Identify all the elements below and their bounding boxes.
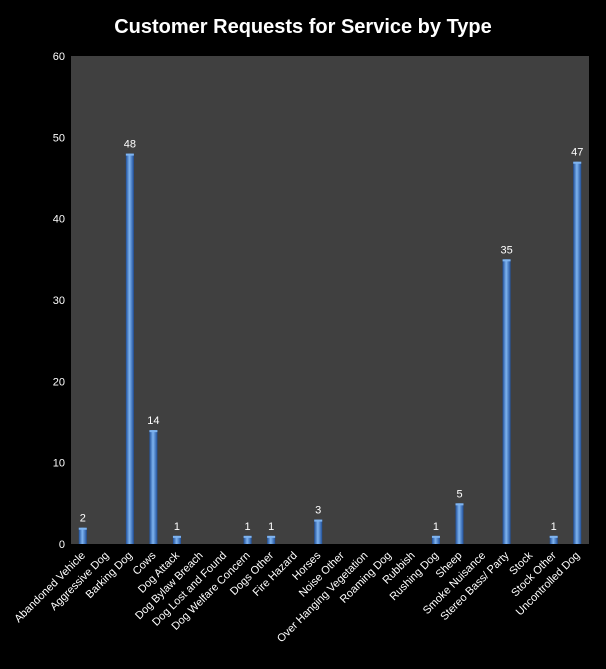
y-axis: 0 10 20 30 40 50 60	[53, 51, 65, 551]
data-label: 1	[551, 521, 557, 533]
data-label: 2	[80, 513, 86, 525]
bar-cap	[502, 259, 511, 262]
bar-cap	[125, 153, 134, 156]
data-label: 1	[174, 521, 180, 533]
data-label: 3	[315, 505, 321, 517]
bar-cap	[78, 527, 87, 530]
bar	[267, 535, 276, 544]
bar-cap	[267, 535, 276, 538]
bar	[314, 519, 323, 544]
y-tick-label: 10	[53, 458, 65, 470]
bar-cap	[314, 519, 323, 522]
bar-cap	[431, 535, 440, 538]
bar	[549, 535, 558, 544]
bar	[243, 535, 252, 544]
data-label: 1	[245, 521, 251, 533]
chart-title: Customer Requests for Service by Type	[114, 16, 492, 38]
bar-cap	[549, 535, 558, 538]
data-label: 47	[571, 147, 583, 159]
data-label: 48	[124, 139, 136, 151]
bar	[502, 259, 511, 544]
y-tick-label: 60	[53, 51, 65, 63]
bar-cap	[573, 161, 582, 164]
bar	[78, 527, 87, 544]
data-label: 14	[147, 415, 159, 427]
data-label: 1	[433, 521, 439, 533]
bar	[149, 430, 158, 544]
bar-cap	[243, 535, 252, 538]
y-tick-label: 20	[53, 376, 65, 388]
bar-cap	[455, 503, 464, 506]
bar-cap	[149, 430, 158, 433]
bar-cap	[172, 535, 181, 538]
plot-area	[71, 56, 589, 544]
y-tick-label: 0	[59, 539, 65, 551]
data-label: 5	[456, 488, 462, 500]
bar	[172, 535, 181, 544]
y-tick-label: 40	[53, 214, 65, 226]
y-tick-label: 30	[53, 295, 65, 307]
bar	[125, 153, 134, 544]
bars: 2 48 14 1 1 1 3 1 5 35 1 47	[78, 139, 583, 544]
bar	[455, 503, 464, 544]
bar	[431, 535, 440, 544]
data-label: 1	[268, 521, 274, 533]
data-label: 35	[500, 244, 512, 256]
bar	[573, 161, 582, 544]
y-tick-label: 50	[53, 132, 65, 144]
